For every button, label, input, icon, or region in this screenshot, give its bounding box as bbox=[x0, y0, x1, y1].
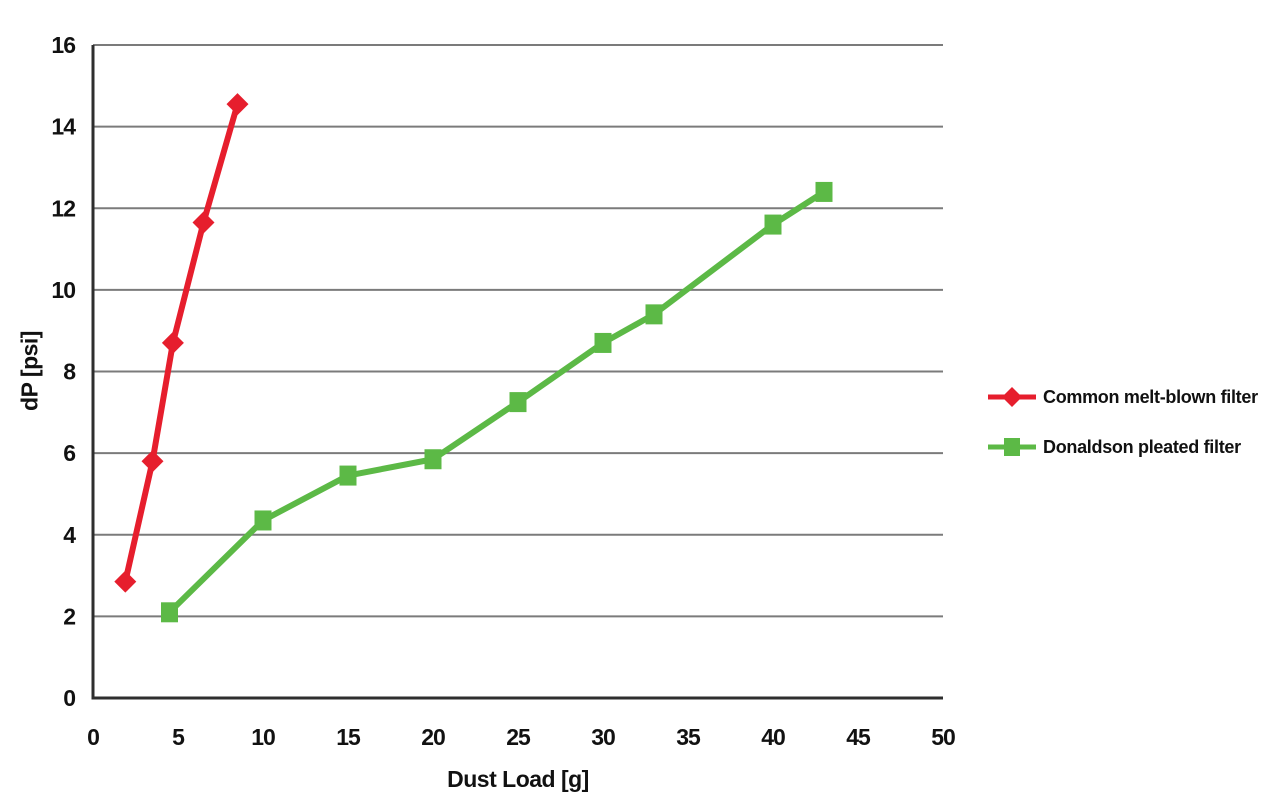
diamond-marker bbox=[192, 211, 215, 234]
series-common-melt-blown-filter bbox=[114, 93, 249, 593]
diamond-icon bbox=[1002, 387, 1022, 407]
legend-item-common-melt-blown-filter: Common melt-blown filter bbox=[988, 384, 1258, 410]
square-marker bbox=[161, 602, 178, 623]
diamond-marker bbox=[161, 331, 184, 354]
y-tick-label: 12 bbox=[51, 195, 75, 221]
y-tick-label: 2 bbox=[63, 603, 75, 629]
legend: Common melt-blown filter Donaldson pleate… bbox=[988, 384, 1258, 460]
diamond-marker bbox=[141, 450, 164, 473]
diamond-marker bbox=[114, 570, 137, 593]
square-marker bbox=[815, 181, 833, 202]
y-tick-label: 14 bbox=[51, 114, 76, 140]
square-marker bbox=[645, 304, 663, 325]
square-legend-icon bbox=[988, 438, 1036, 456]
y-tick-label: 6 bbox=[63, 440, 75, 466]
square-icon bbox=[1004, 438, 1020, 456]
y-tick-label: 0 bbox=[63, 685, 75, 711]
y-tick-label: 8 bbox=[63, 359, 76, 385]
x-tick-label: 15 bbox=[336, 724, 361, 750]
square-marker bbox=[424, 449, 442, 470]
legend-label: Common melt-blown filter bbox=[1043, 387, 1258, 407]
legend-item-donaldson-pleated-filter: Donaldson pleated filter bbox=[988, 434, 1258, 460]
x-tick-label: 25 bbox=[506, 724, 531, 750]
square-marker bbox=[254, 510, 272, 531]
x-tick-label: 10 bbox=[251, 724, 275, 750]
legend-label: Donaldson pleated filter bbox=[1043, 437, 1241, 457]
x-tick-label: 30 bbox=[591, 724, 615, 750]
series-donaldson-pleated-filter bbox=[161, 181, 833, 623]
x-tick-label: 35 bbox=[676, 724, 701, 750]
diamond-marker bbox=[226, 93, 249, 116]
square-marker bbox=[509, 392, 527, 413]
x-axis-title: Dust Load [g] bbox=[447, 766, 589, 792]
x-tick-label: 0 bbox=[87, 724, 99, 750]
x-tick-label: 20 bbox=[421, 724, 445, 750]
square-marker bbox=[594, 332, 612, 353]
diamond-legend-icon bbox=[988, 387, 1036, 407]
y-axis-title: dP [psi] bbox=[16, 331, 43, 411]
x-tick-label: 45 bbox=[846, 724, 871, 750]
series-line bbox=[167, 189, 826, 615]
y-tick-label: 4 bbox=[63, 522, 76, 548]
x-tick-label: 50 bbox=[931, 724, 955, 750]
x-tick-label: 5 bbox=[172, 724, 185, 750]
y-tick-label: 16 bbox=[51, 32, 75, 58]
square-marker bbox=[339, 465, 357, 486]
y-tick-label: 10 bbox=[51, 277, 75, 303]
square-marker bbox=[764, 214, 782, 235]
x-tick-label: 40 bbox=[761, 724, 785, 750]
